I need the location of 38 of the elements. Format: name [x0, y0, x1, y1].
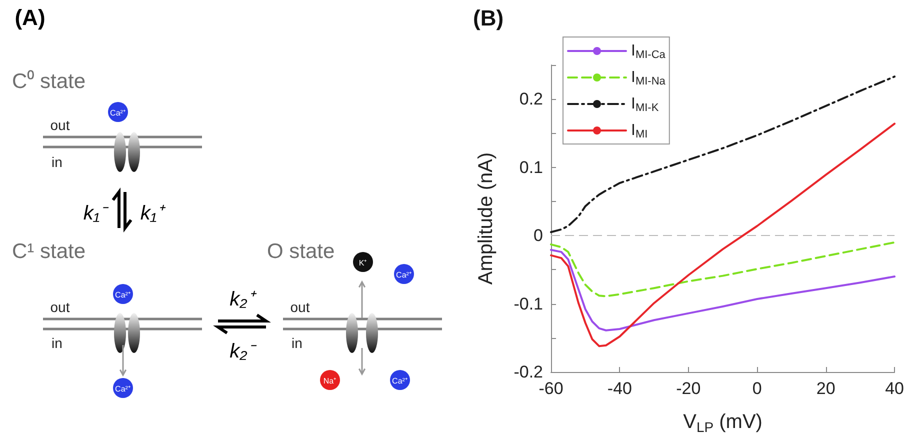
text: K⁺ [358, 258, 368, 268]
text: Ca²⁺ [115, 290, 131, 300]
x-tick-label: -20 [676, 379, 701, 398]
x-tick-label: -40 [607, 379, 632, 398]
x-tick-label: 0 [752, 379, 762, 398]
line-series [550, 248, 896, 332]
text: C¹ state [12, 240, 86, 264]
chart-title: (B) [473, 6, 504, 30]
text: Na⁺ [323, 376, 337, 386]
text: k₁⁺ [140, 202, 164, 226]
y-tick-label: 0.2 [519, 90, 543, 109]
x-tick-label: -60 [538, 379, 564, 398]
y-axis-title: Amplitude (nA) [475, 152, 497, 285]
text: Ca²⁺ [392, 376, 408, 386]
text: in [52, 335, 62, 351]
text: out [290, 299, 310, 315]
text: O state [267, 240, 335, 264]
text: in [292, 335, 302, 351]
line-series [550, 122, 896, 348]
text: (A) [14, 5, 46, 31]
x-tick-label: 20 [816, 379, 836, 398]
line-series [550, 76, 896, 234]
text: C⁰ state [12, 69, 86, 94]
text: in [52, 154, 62, 170]
text: Ca²⁺ [396, 270, 412, 280]
text: k₂⁻ [230, 340, 254, 364]
text: Ca²⁺ [110, 108, 126, 118]
x-tick-label: 40 [885, 379, 904, 398]
text: out [50, 117, 70, 133]
text: Ca²⁺ [115, 384, 131, 394]
y-tick-label: 0.1 [519, 158, 543, 177]
y-tick-label: -0.1 [514, 294, 543, 314]
text: out [50, 299, 70, 315]
line-series [550, 241, 896, 298]
y-tick-label: -0.2 [514, 362, 543, 382]
text: k₁⁻ [83, 202, 107, 226]
text: k₂⁺ [230, 288, 254, 312]
y-tick-label: 0 [534, 226, 543, 246]
